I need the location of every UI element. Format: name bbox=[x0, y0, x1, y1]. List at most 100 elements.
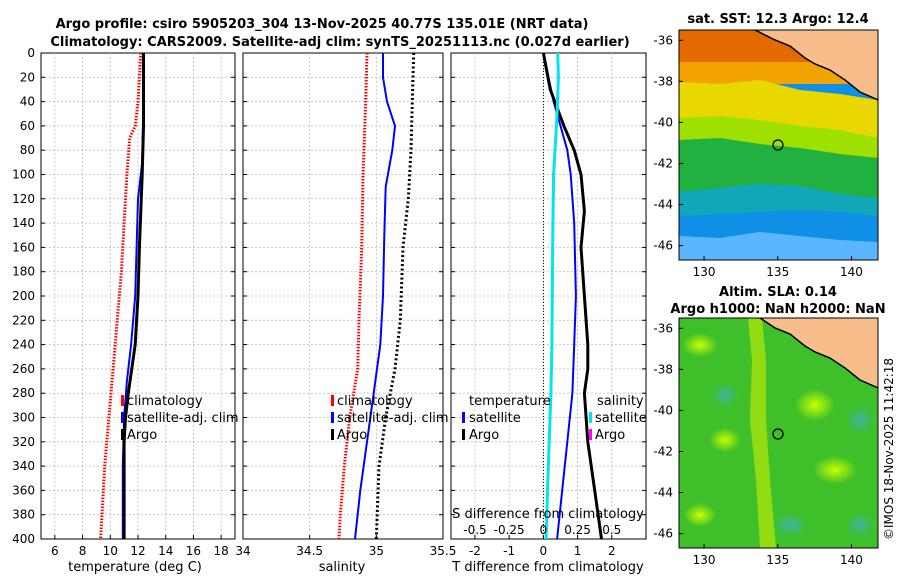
map-y-tick-label: -44 bbox=[653, 486, 673, 500]
sst-band-lime bbox=[679, 116, 878, 160]
sst-map-ticks: 130 135 140 -36 -38 -40 -42 -44 -46 bbox=[653, 33, 863, 279]
s-tick-label: -0.5 bbox=[463, 523, 486, 537]
y-tick-label: 80 bbox=[20, 143, 35, 157]
map-x-tick-label: 135 bbox=[766, 265, 789, 279]
salinity-legend: climatology satellite-adj. clim Argo bbox=[331, 394, 449, 443]
map-x-tick-label: 140 bbox=[840, 265, 863, 279]
legend-swatch-s-argo bbox=[589, 429, 592, 440]
sst-map-image bbox=[679, 30, 878, 260]
temperature-series bbox=[99, 52, 145, 540]
legend-swatch-argo bbox=[121, 429, 124, 440]
sst-map-panel: sat. SST: 12.3 Argo: 12.4 130 135 140 -36 -3… bbox=[653, 12, 879, 279]
series-climatology bbox=[99, 52, 143, 540]
legend-swatch-satellite bbox=[331, 412, 334, 423]
y-tick-label: 60 bbox=[20, 119, 35, 133]
s-tick-label: -0.25 bbox=[494, 523, 525, 537]
sla-blob bbox=[711, 383, 739, 407]
sst-land bbox=[755, 30, 878, 100]
y-tick-label: 360 bbox=[12, 483, 35, 497]
x-tick-label: 16 bbox=[186, 544, 201, 558]
sla-map-ticks: 130 135 140 -36 -38 -40 -42 -44 -46 bbox=[653, 321, 863, 567]
x-tick-label: -1 bbox=[503, 544, 515, 558]
x-tick-label: 2 bbox=[608, 544, 616, 558]
sst-argo-marker bbox=[772, 139, 784, 151]
legend-swatch-t-argo bbox=[462, 429, 465, 440]
temperature-xlabel: temperature (deg C) bbox=[68, 560, 202, 575]
map-x-tick-label: 135 bbox=[766, 553, 789, 567]
sla-blob bbox=[684, 503, 716, 527]
x-tick-label: 0 bbox=[540, 544, 548, 558]
sst-coastline bbox=[754, 30, 878, 101]
map-y-tick-label: -36 bbox=[653, 33, 673, 47]
sst-band-lightblue bbox=[679, 232, 878, 260]
sla-blob bbox=[846, 513, 874, 537]
series-s-satellite bbox=[544, 52, 560, 540]
legend-swatch-climatology bbox=[121, 395, 124, 406]
sla-map-title-line1: Altim. SLA: 0.14 bbox=[719, 285, 837, 300]
sla-coastline bbox=[759, 318, 878, 389]
map-y-tick-label: -36 bbox=[653, 321, 673, 335]
y-tick-label: 140 bbox=[12, 216, 35, 230]
difference-legend: temperature salinity satellite Argo sate… bbox=[462, 394, 647, 443]
temperature-ticks: 6 8 10 12 14 16 180204060801001201401601802002… bbox=[12, 46, 235, 558]
x-tick-label: 10 bbox=[103, 544, 118, 558]
map-y-tick-label: -44 bbox=[653, 198, 673, 212]
sla-blob bbox=[846, 406, 874, 434]
x-tick-label: 8 bbox=[79, 544, 87, 558]
legend-t-satellite: satellite bbox=[469, 411, 521, 426]
legend-swatch-climatology bbox=[331, 395, 334, 406]
map-y-tick-label: -38 bbox=[653, 362, 673, 376]
sst-band-green bbox=[679, 138, 878, 200]
sst-band-teal bbox=[679, 184, 878, 216]
series-argo bbox=[374, 52, 416, 540]
x-tick-label: 18 bbox=[214, 544, 229, 558]
map-y-tick-label: -42 bbox=[653, 156, 673, 170]
x-tick-label: 14 bbox=[158, 544, 173, 558]
s-tick-label: 0 bbox=[540, 523, 548, 537]
map-y-tick-label: -42 bbox=[653, 444, 673, 458]
legend-head-temperature: temperature bbox=[469, 394, 551, 409]
y-tick-label: 240 bbox=[12, 338, 35, 352]
y-tick-label: 180 bbox=[12, 265, 35, 279]
series-argo bbox=[122, 53, 145, 539]
series-satellite-adj-clim bbox=[354, 53, 396, 540]
y-tick-label: 280 bbox=[12, 386, 35, 400]
sla-argo-marker bbox=[772, 428, 784, 440]
legend-t-argo: Argo bbox=[469, 428, 499, 443]
temperature-legend: climatology satellite-adj. clim Argo bbox=[121, 394, 239, 443]
x-tick-label: 6 bbox=[51, 544, 59, 558]
map-x-tick-label: 130 bbox=[693, 553, 716, 567]
legend-climatology: climatology bbox=[337, 394, 413, 409]
sla-ridge bbox=[748, 318, 776, 548]
sla-blob bbox=[682, 333, 718, 357]
temperature-panel: 6 8 10 12 14 16 180204060801001201401601802002… bbox=[12, 46, 239, 575]
difference-grid bbox=[451, 53, 646, 539]
s-tick-label: 0.5 bbox=[602, 523, 621, 537]
legend-satellite: satellite-adj. clim bbox=[337, 411, 449, 426]
salinity-panel: 34 34.5 35 35.5 salinity climatology satell… bbox=[235, 52, 456, 575]
y-tick-label: 220 bbox=[12, 313, 35, 327]
imos-credit: ©IMOS 18-Nov-2025 11:42:18 bbox=[882, 358, 896, 540]
sla-blob bbox=[813, 456, 857, 484]
legend-head-salinity: salinity bbox=[597, 394, 644, 409]
difference-xlabel: T difference from climatology bbox=[451, 560, 644, 575]
y-tick-label: 0 bbox=[27, 46, 35, 60]
sla-map-frame bbox=[678, 317, 879, 549]
y-tick-label: 200 bbox=[12, 289, 35, 303]
y-tick-label: 120 bbox=[12, 192, 35, 206]
figure-title-line1: Argo profile: csiro 5905203_304 13-Nov-2… bbox=[56, 17, 589, 32]
y-tick-label: 400 bbox=[12, 532, 35, 546]
sla-map-image bbox=[679, 318, 878, 548]
sst-map-title: sat. SST: 12.3 Argo: 12.4 bbox=[687, 12, 868, 27]
map-y-tick-label: -46 bbox=[653, 239, 673, 253]
sst-map-frame bbox=[678, 29, 879, 261]
salinity-ticks: 34 34.5 35 35.5 bbox=[235, 52, 456, 558]
legend-argo: Argo bbox=[337, 428, 367, 443]
y-tick-label: 300 bbox=[12, 411, 35, 425]
map-x-tick-label: 140 bbox=[840, 553, 863, 567]
legend-swatch-t-satellite bbox=[462, 412, 465, 423]
y-tick-label: 260 bbox=[12, 362, 35, 376]
salinity-xlabel: salinity bbox=[319, 560, 366, 575]
x-tick-label: 12 bbox=[130, 544, 145, 558]
